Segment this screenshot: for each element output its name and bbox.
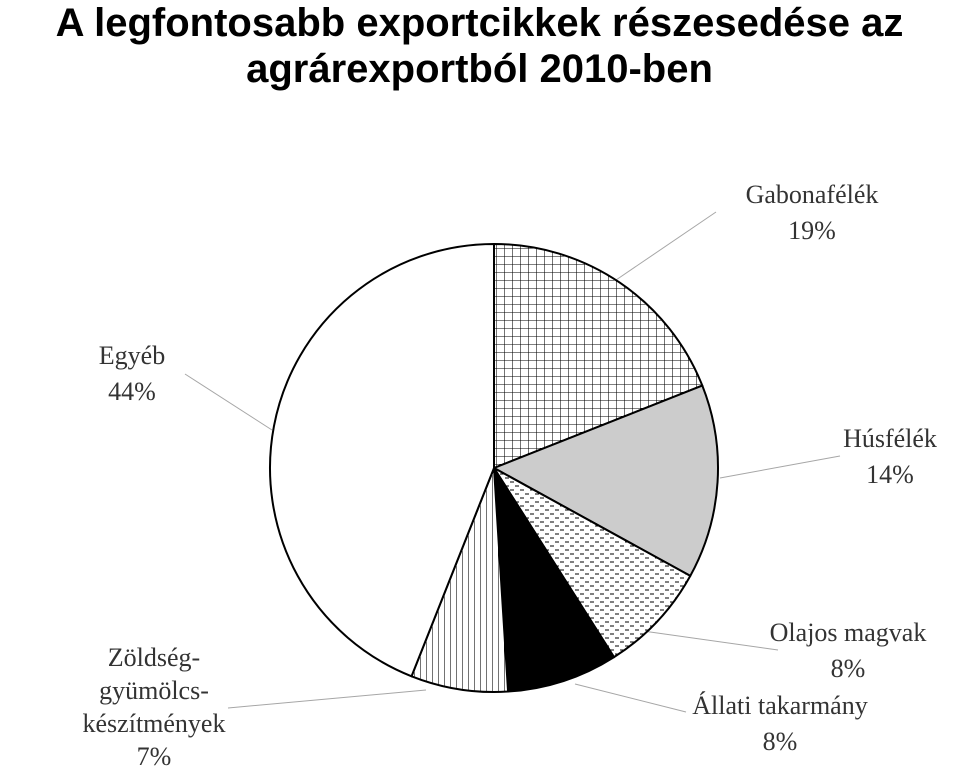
pie-slices: [269, 243, 719, 693]
chart-title: A legfontosabb exportcikkek részesedése …: [55, 1, 904, 91]
slice-label-line: Egyéb: [99, 341, 165, 370]
slice-label-line: Gabonafélék: [746, 180, 879, 209]
leader-line-olajos-magvak: [635, 629, 779, 651]
leader-line-gabonafelek: [615, 211, 717, 281]
pie-slice-allati-takarmany: [493, 467, 616, 693]
slice-label-line: 14%: [866, 460, 914, 489]
pie-slice-egyeb: [269, 243, 495, 678]
leader-lines: [184, 211, 841, 713]
slice-label-line: Állati takarmány: [692, 691, 867, 720]
slice-label-zoldseg-gyumolcskeszitmenyek: Zöldség-gyümölcs-készítmények 7%: [83, 643, 226, 771]
slice-label-egyeb: Egyéb 44%: [99, 341, 165, 406]
pie-slice-husfelek: [493, 384, 719, 577]
slice-label-line: Húsfélék: [843, 424, 937, 453]
slice-label-line: Zöldség-: [108, 643, 200, 672]
slice-label-line: 19%: [788, 216, 836, 245]
slice-label-husfelek: Húsfélék 14%: [843, 424, 937, 489]
slice-label-allati-takarmany: Állati takarmány 8%: [692, 691, 867, 756]
slice-label-line: gyümölcs-: [99, 676, 209, 705]
pie-slice-olajos-magvak: [493, 467, 692, 659]
slice-label-line: 8%: [763, 727, 798, 756]
slice-label-line: Olajos magvak: [770, 618, 927, 647]
slice-label-line: készítmények: [83, 709, 226, 738]
pie-slice-gabonafelek: [493, 243, 704, 469]
slice-label-line: 8%: [831, 654, 866, 683]
slice-labels: Gabonafélék 19% Húsfélék 14% Olajos magvak 8%…: [83, 180, 937, 771]
leader-line-husfelek: [719, 455, 841, 479]
leader-line-allati-takarmany: [574, 683, 687, 713]
slice-label-gabonafelek: Gabonafélék 19%: [746, 180, 879, 245]
slice-label-line: 44%: [108, 377, 156, 406]
leader-line-zoldseg-gyumolcskeszitmenyek: [227, 689, 427, 709]
leader-line-egyeb: [184, 373, 273, 431]
slice-label-line: 7%: [137, 742, 172, 771]
slice-label-olajos-magvak: Olajos magvak 8%: [770, 618, 927, 683]
